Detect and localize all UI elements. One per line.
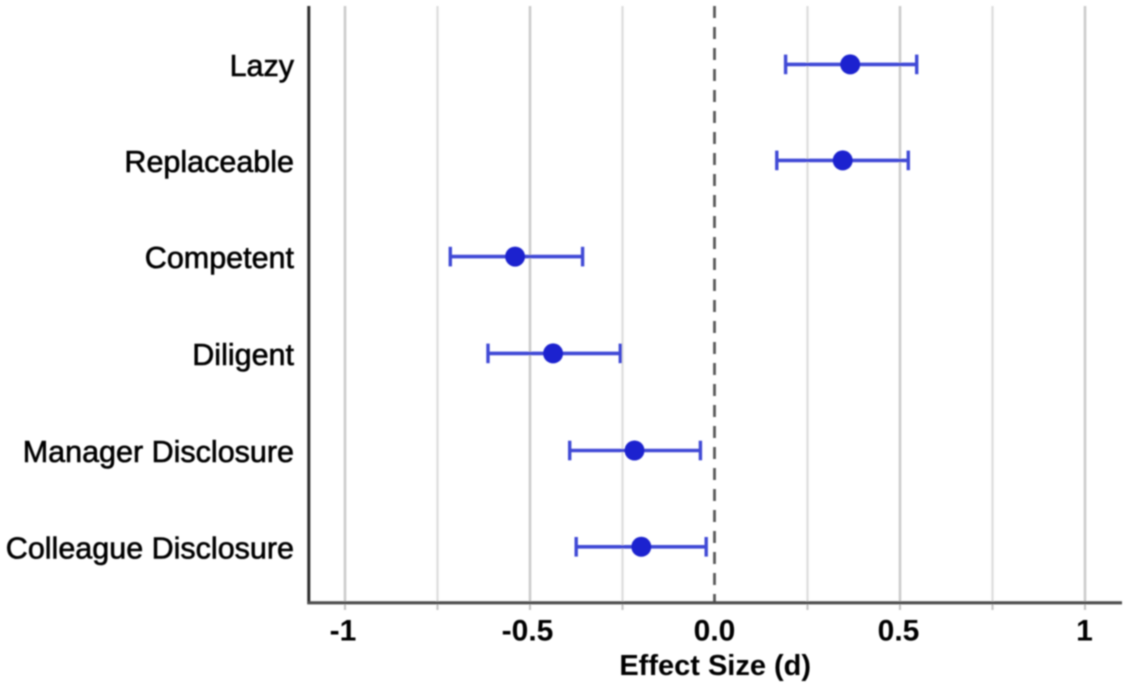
svg-text:1: 1: [1076, 615, 1093, 648]
svg-text:Effect Size (d): Effect Size (d): [619, 650, 811, 682]
svg-text:-1: -1: [330, 615, 357, 648]
svg-text:Colleague Disclosure: Colleague Disclosure: [6, 531, 294, 565]
svg-text:Competent: Competent: [145, 241, 295, 275]
svg-text:Manager Disclosure: Manager Disclosure: [23, 435, 294, 469]
svg-text:Replaceable: Replaceable: [124, 145, 294, 179]
svg-text:-0.5: -0.5: [502, 615, 554, 648]
svg-text:Diligent: Diligent: [192, 338, 294, 372]
svg-text:0.5: 0.5: [878, 615, 920, 648]
svg-text:0.0: 0.0: [694, 615, 736, 648]
svg-text:Lazy: Lazy: [230, 49, 295, 83]
